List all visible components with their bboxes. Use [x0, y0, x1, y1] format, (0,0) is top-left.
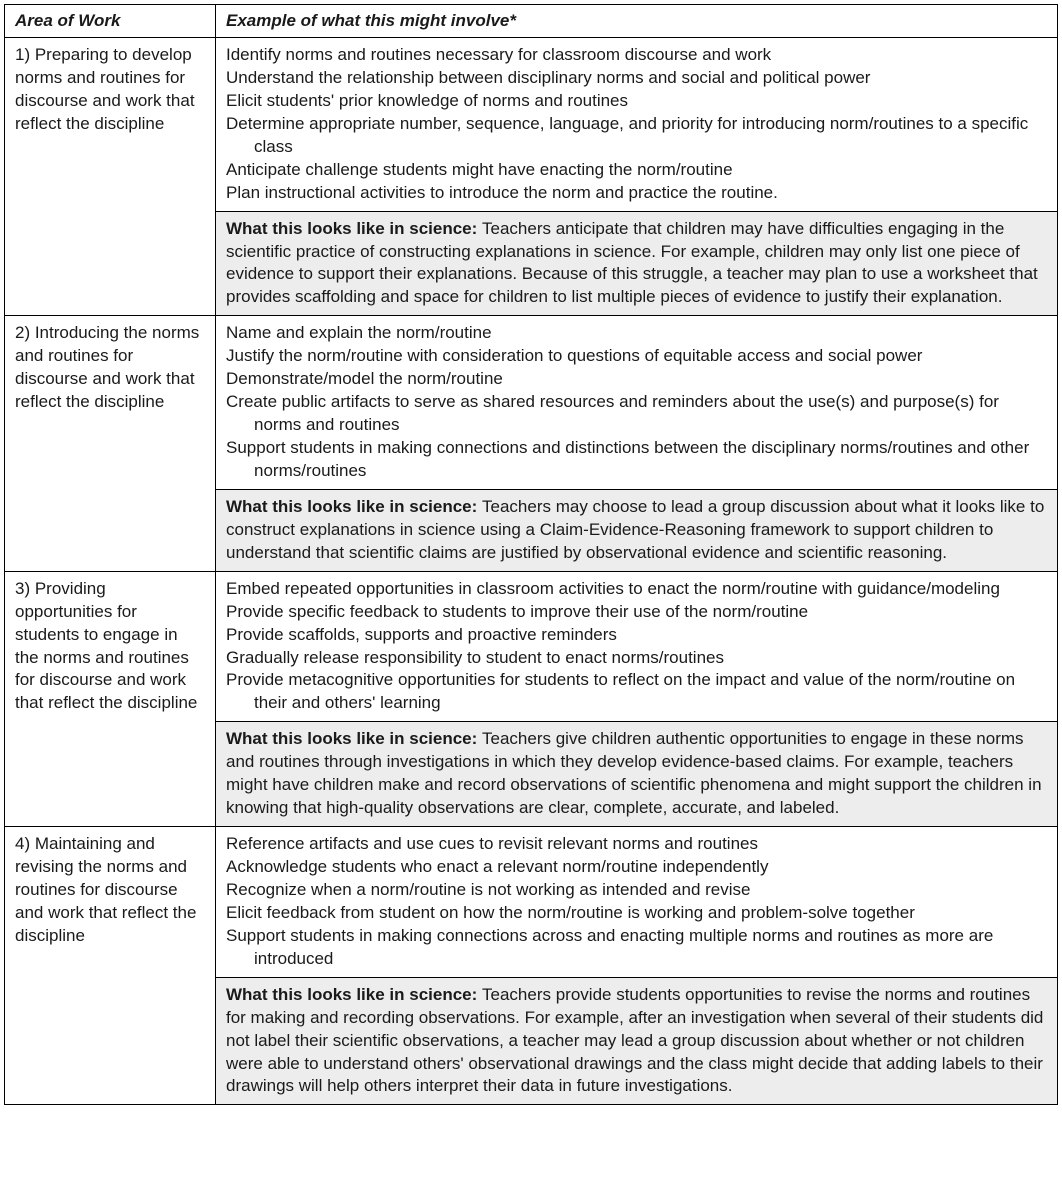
example-line: Support students in making connections a… — [226, 925, 1047, 971]
example-line: Determine appropriate number, sequence, … — [226, 113, 1047, 159]
work-areas-table: Area of Work Example of what this might … — [4, 4, 1058, 1105]
area-cell: 3) Providing opportunities for students … — [5, 571, 216, 826]
example-line: Identify norms and routines necessary fo… — [226, 44, 1047, 67]
example-line: Elicit feedback from student on how the … — [226, 902, 1047, 925]
table-row: 1) Preparing to develop norms and routin… — [5, 38, 1058, 212]
examples-cell: Reference artifacts and use cues to revi… — [216, 827, 1058, 978]
science-cell: What this looks like in science: Teacher… — [216, 211, 1058, 316]
science-label: What this looks like in science: — [226, 729, 482, 748]
example-line: Elicit students' prior knowledge of norm… — [226, 90, 1047, 113]
area-cell: 4) Maintaining and revising the norms an… — [5, 827, 216, 1105]
science-cell: What this looks like in science: Teacher… — [216, 977, 1058, 1105]
science-cell: What this looks like in science: Teacher… — [216, 489, 1058, 571]
examples-cell: Name and explain the norm/routineJustify… — [216, 316, 1058, 490]
science-label: What this looks like in science: — [226, 497, 482, 516]
example-line: Understand the relationship between disc… — [226, 67, 1047, 90]
science-label: What this looks like in science: — [226, 219, 482, 238]
table-row: 3) Providing opportunities for students … — [5, 571, 1058, 722]
example-line: Name and explain the norm/routine — [226, 322, 1047, 345]
example-line: Reference artifacts and use cues to revi… — [226, 833, 1047, 856]
example-line: Plan instructional activities to introdu… — [226, 182, 1047, 205]
table-row: 4) Maintaining and revising the norms an… — [5, 827, 1058, 978]
table-row: 2) Introducing the norms and routines fo… — [5, 316, 1058, 490]
example-line: Embed repeated opportunities in classroo… — [226, 578, 1047, 601]
example-line: Gradually release responsibility to stud… — [226, 647, 1047, 670]
examples-cell: Identify norms and routines necessary fo… — [216, 38, 1058, 212]
area-cell: 2) Introducing the norms and routines fo… — [5, 316, 216, 571]
example-line: Provide specific feedback to students to… — [226, 601, 1047, 624]
example-line: Provide scaffolds, supports and proactiv… — [226, 624, 1047, 647]
example-line: Anticipate challenge students might have… — [226, 159, 1047, 182]
science-label: What this looks like in science: — [226, 985, 482, 1004]
header-row: Area of Work Example of what this might … — [5, 5, 1058, 38]
example-line: Support students in making connections a… — [226, 437, 1047, 483]
example-line: Create public artifacts to serve as shar… — [226, 391, 1047, 437]
science-cell: What this looks like in science: Teacher… — [216, 722, 1058, 827]
example-line: Justify the norm/routine with considerat… — [226, 345, 1047, 368]
header-area: Area of Work — [5, 5, 216, 38]
examples-cell: Embed repeated opportunities in classroo… — [216, 571, 1058, 722]
header-example: Example of what this might involve* — [216, 5, 1058, 38]
example-line: Recognize when a norm/routine is not wor… — [226, 879, 1047, 902]
example-line: Demonstrate/model the norm/routine — [226, 368, 1047, 391]
example-line: Provide metacognitive opportunities for … — [226, 669, 1047, 715]
area-cell: 1) Preparing to develop norms and routin… — [5, 38, 216, 316]
example-line: Acknowledge students who enact a relevan… — [226, 856, 1047, 879]
